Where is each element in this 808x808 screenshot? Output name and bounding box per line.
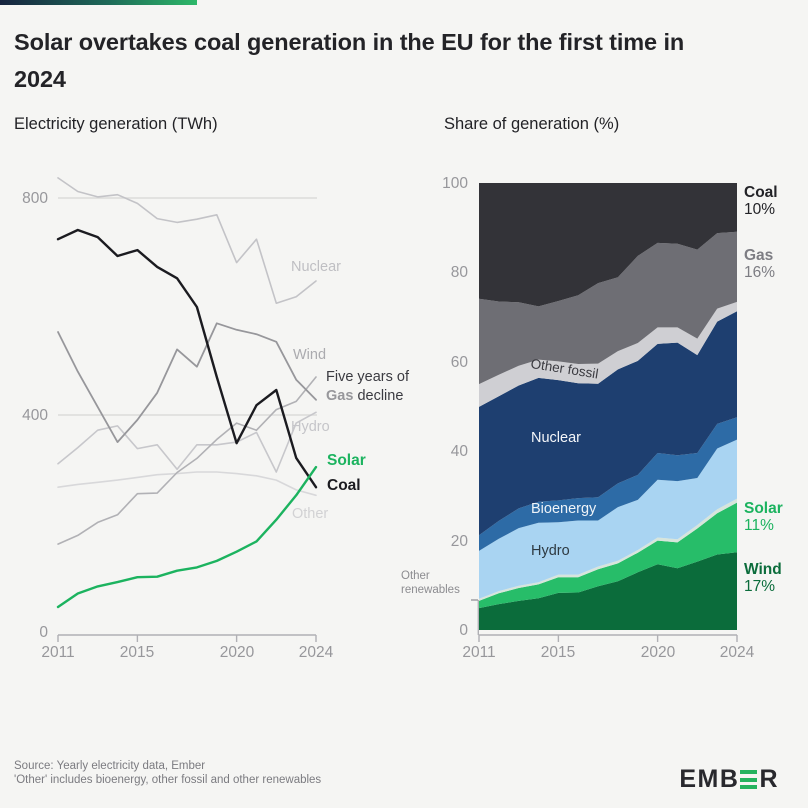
band-label-hydro: Hydro: [531, 543, 570, 559]
annotation-line1: Five years of: [326, 369, 409, 385]
line-label-hydro: Hydro: [291, 419, 330, 435]
line-solar: [56, 465, 318, 609]
line-label-coal: Coal: [327, 477, 361, 494]
legend-wind-name: Wind: [744, 561, 782, 578]
legend-gas-value: 16%: [744, 264, 776, 281]
ember-logo: EMB R: [679, 765, 779, 794]
line-coal: [56, 228, 318, 489]
band-label-bioenergy: Bioenergy: [531, 501, 597, 517]
source-line1: Source: Yearly electricity data, Ember: [14, 760, 206, 772]
annotation-rest: decline: [353, 387, 404, 404]
right-xtick-2011: 2011: [462, 644, 496, 661]
gas-decline-annotation: Five years of Gas decline: [326, 368, 409, 405]
left-xtick-2011: 2011: [41, 644, 75, 661]
right-ytick-60: 60: [450, 354, 468, 371]
line-label-wind: Wind: [293, 347, 327, 363]
page-title-line1: Solar overtakes coal generation in the E…: [14, 29, 685, 55]
page-title-line2: 2024: [14, 66, 66, 92]
legend-solar-value: 11%: [744, 517, 774, 534]
line-wind: [57, 376, 317, 545]
right-ytick-40: 40: [450, 443, 468, 460]
band-other-renewables: [479, 498, 737, 601]
other-renewables-line2: renewables: [401, 583, 460, 596]
left-ytick-800: 800: [22, 190, 48, 207]
left-xtick-2015: 2015: [119, 644, 155, 661]
line-label-solar: Solar: [327, 452, 366, 469]
logo-text-r: R: [759, 765, 779, 793]
line-gas: [57, 322, 317, 444]
right-ytick-100: 100: [442, 175, 468, 192]
band-label-other-renewables: Other renewables: [401, 570, 460, 597]
band-wind: [479, 552, 737, 630]
left-xtick-2024: 2024: [298, 644, 334, 661]
brand-gradient-bar: [0, 0, 197, 5]
line-label-other: Other: [292, 506, 329, 522]
left-xtick-2020: 2020: [219, 644, 255, 661]
page-title: Solar overtakes coal generation in the E…: [14, 24, 798, 98]
other-renewables-line1: Other: [401, 570, 430, 582]
legend-solar-name: Solar: [744, 500, 783, 517]
band-solar: [479, 502, 737, 609]
annotation-gas: Gas: [326, 387, 354, 404]
line-hydro: [57, 411, 317, 473]
logo-green-e-icon: [740, 770, 758, 789]
legend-wind-value: 17%: [744, 578, 776, 595]
band-label-nuclear: Nuclear: [531, 430, 581, 446]
left-ytick-400: 400: [22, 407, 48, 424]
band-bioenergy: [479, 417, 737, 551]
left-chart-title: Electricity generation (TWh): [14, 115, 218, 133]
band-gas: [479, 231, 737, 385]
right-chart-title: Share of generation (%): [444, 115, 620, 133]
right-xtick-2015: 2015: [540, 644, 576, 661]
right-ytick-0: 0: [459, 622, 468, 639]
line-other: [57, 471, 317, 497]
legend-coal-name: Coal: [744, 184, 778, 201]
band-nuclear: [479, 311, 737, 536]
right-ytick-20: 20: [450, 533, 468, 550]
band-coal: [479, 183, 737, 307]
legend-coal-value: 10%: [744, 201, 776, 218]
source-line2: 'Other' includes bioenergy, other fossil…: [14, 774, 322, 786]
left-ytick-0: 0: [39, 624, 48, 641]
logo-text-emb: EMB: [679, 765, 740, 793]
band-hydro: [479, 439, 737, 599]
right-xtick-2024: 2024: [719, 644, 755, 661]
line-nuclear: [57, 177, 317, 305]
line-label-nuclear: Nuclear: [291, 259, 341, 275]
legend-gas-name: Gas: [744, 247, 774, 264]
right-ytick-80: 80: [450, 264, 468, 281]
right-xtick-2020: 2020: [640, 644, 676, 661]
band-other-fossil: [479, 301, 737, 407]
